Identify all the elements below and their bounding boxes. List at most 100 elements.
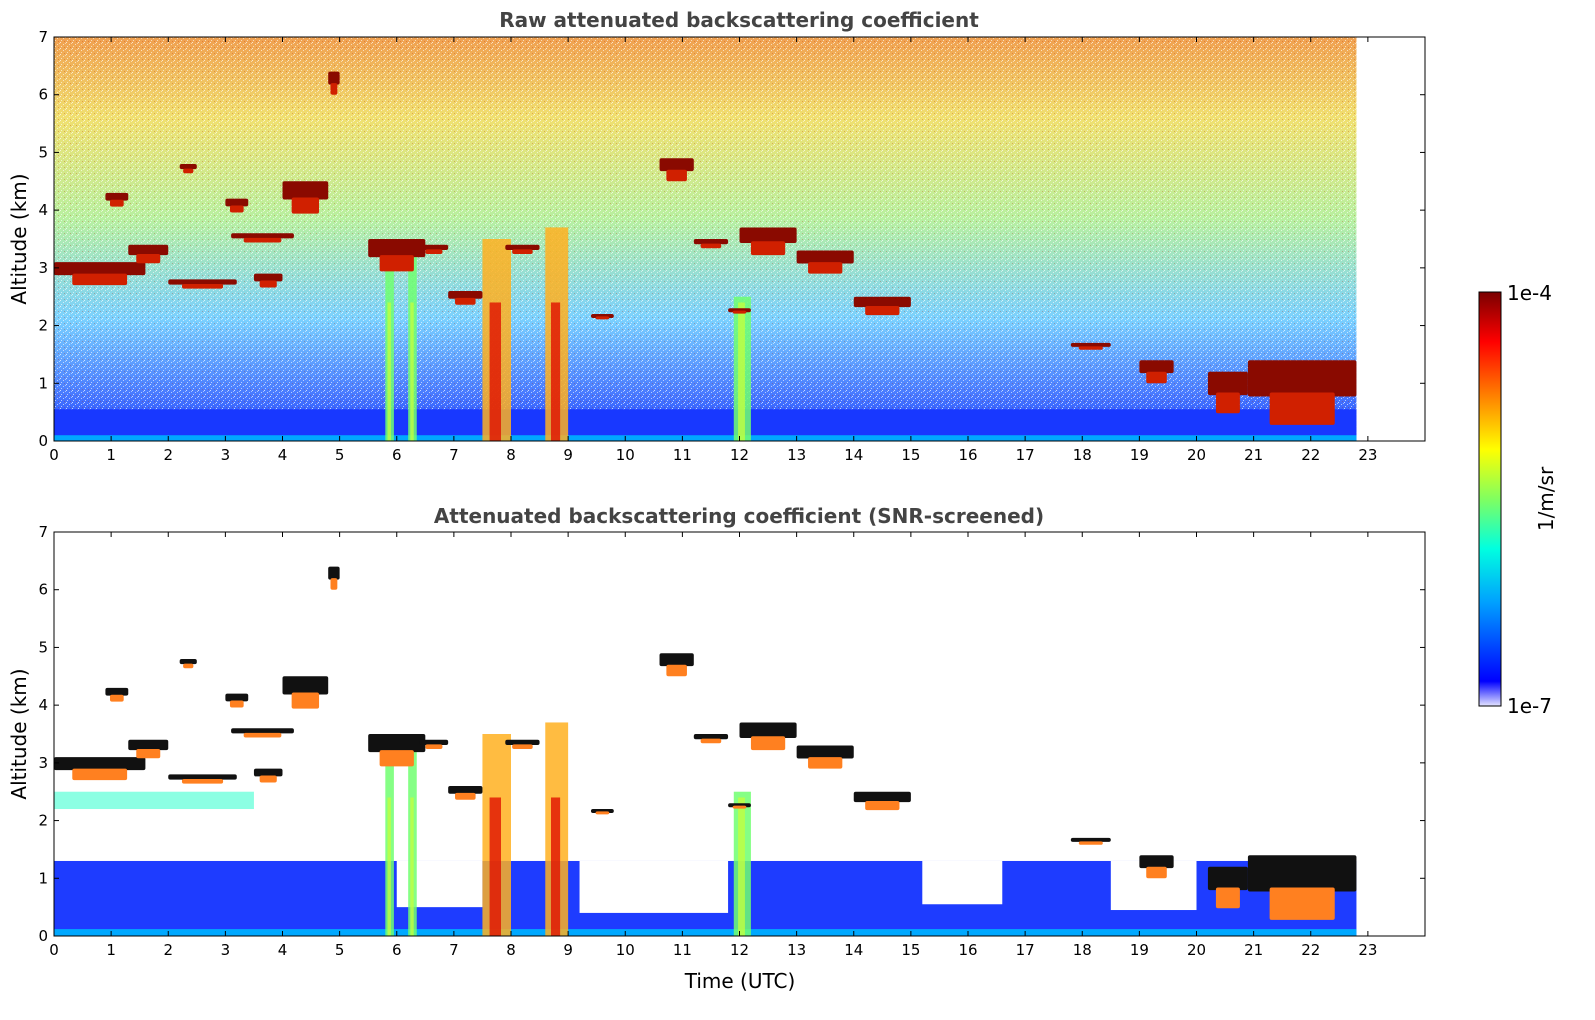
x-tick-label: 8 (506, 446, 516, 464)
cloud-layer-fringe (229, 700, 244, 708)
cloud-layer-fringe (808, 757, 843, 769)
cloud-layer (1247, 855, 1357, 892)
cloud-layer (448, 785, 483, 794)
x-tick-label: 18 (1073, 941, 1092, 959)
x-tick-label: 3 (221, 446, 231, 464)
cloud-layer (1207, 371, 1248, 396)
y-tick-label: 6 (38, 86, 48, 104)
cloud-layer (253, 768, 283, 777)
cloud-layer-fringe (425, 744, 443, 750)
cloud-layer-fringe (750, 736, 786, 751)
aerosol-layer (54, 791, 254, 810)
y-tick-label: 4 (38, 696, 48, 714)
cloud-layer-fringe (865, 305, 900, 316)
y-tick-label: 2 (38, 317, 48, 335)
cloud-layer-fringe (455, 792, 476, 800)
cloud-layer-fringe (243, 732, 282, 738)
colorbar: 1e-4 1e-7 1/m/sr (1478, 281, 1558, 718)
fallstreak-core (410, 302, 414, 441)
cloud-layer-fringe (455, 297, 476, 305)
cloud-layer (1070, 837, 1111, 842)
cloud-layer-fringe (181, 779, 224, 784)
x-tick-label: 6 (392, 446, 402, 464)
x-tick-label: 19 (1130, 941, 1149, 959)
cloud-layer (282, 676, 329, 695)
cloud-layer-fringe (512, 744, 533, 750)
cloud-layer-fringe (666, 664, 687, 677)
cloud-layer-fringe (666, 169, 687, 182)
cloud-layer (693, 239, 729, 245)
y-tick-label: 5 (38, 143, 48, 161)
cloud-layer-fringe (330, 83, 338, 95)
x-tick-label: 23 (1358, 446, 1377, 464)
cloud-layer-fringe (700, 738, 722, 744)
panel-screened-ylabel: Altitude (km) (7, 668, 31, 799)
x-tick-label: 13 (787, 941, 806, 959)
cloud-layer (739, 227, 797, 244)
cloud-layer-fringe (72, 273, 128, 286)
cloud-layer-fringe (1215, 887, 1240, 909)
cloud-layer (54, 262, 146, 276)
cloud-layer-fringe (595, 811, 610, 815)
x-tick-label: 8 (506, 941, 516, 959)
x-tick-label: 13 (787, 446, 806, 464)
panel-screened: Attenuated backscattering coefficient (S… (7, 504, 1426, 993)
x-tick-label: 12 (730, 941, 749, 959)
x-tick-label: 5 (335, 446, 345, 464)
x-tick-label: 22 (1301, 446, 1320, 464)
cloud-layer (231, 233, 294, 239)
cloud-layer (659, 158, 694, 172)
y-tick-label: 0 (38, 432, 48, 450)
x-tick-label: 6 (392, 941, 402, 959)
cloud-layer (368, 734, 426, 753)
cloud-layer-fringe (1146, 371, 1167, 384)
cloud-layer-fringe (379, 750, 414, 767)
cloud-layer-fringe (595, 316, 610, 320)
x-tick-label: 19 (1130, 446, 1149, 464)
cloud-layer (168, 279, 237, 285)
x-tick-label: 2 (163, 446, 173, 464)
cloud-layer-fringe (732, 310, 747, 314)
fallstreak-core (550, 797, 561, 936)
panel-raw-title: Raw attenuated backscattering coefficien… (499, 8, 979, 32)
x-tick-label: 11 (673, 941, 692, 959)
cloud-layer-fringe (109, 199, 124, 207)
x-tick-label: 21 (1244, 446, 1263, 464)
x-tick-label: 1 (106, 446, 116, 464)
cloud-layer (179, 163, 197, 170)
cloud-layer-fringe (732, 805, 747, 809)
fallstreak-core (738, 797, 745, 936)
cloud-layer (225, 198, 249, 207)
cloud-layer-fringe (181, 284, 224, 289)
x-tick-label: 23 (1358, 941, 1377, 959)
cloud-layer (253, 273, 283, 282)
x-tick-label: 17 (1016, 446, 1035, 464)
cloud-layer (505, 739, 540, 745)
cloud-layer-fringe (865, 800, 900, 811)
y-tick-label: 6 (38, 581, 48, 599)
fallstreak-core (489, 302, 502, 441)
x-tick-label: 9 (563, 941, 573, 959)
x-tick-label: 20 (1187, 941, 1206, 959)
surface-layer (54, 929, 1357, 936)
y-tick-label: 7 (38, 523, 48, 541)
y-tick-label: 1 (38, 869, 48, 887)
x-tick-label: 5 (335, 941, 345, 959)
x-tick-label: 1 (106, 941, 116, 959)
cloud-layer-fringe (72, 768, 128, 781)
cloud-layer (179, 658, 197, 665)
cloud-layer (448, 290, 483, 299)
cloud-layer-fringe (259, 775, 277, 783)
y-tick-label: 2 (38, 812, 48, 830)
cloud-layer (105, 687, 129, 696)
cloud-layer (1070, 342, 1111, 347)
fallstreak-core (387, 797, 391, 936)
fallstreak-core (410, 797, 414, 936)
x-tick-label: 9 (563, 446, 573, 464)
cloud-layer-fringe (229, 205, 244, 213)
x-tick-label: 18 (1073, 446, 1092, 464)
x-tick-label: 12 (730, 446, 749, 464)
x-tick-label: 15 (901, 941, 920, 959)
cloud-layer (796, 745, 854, 759)
